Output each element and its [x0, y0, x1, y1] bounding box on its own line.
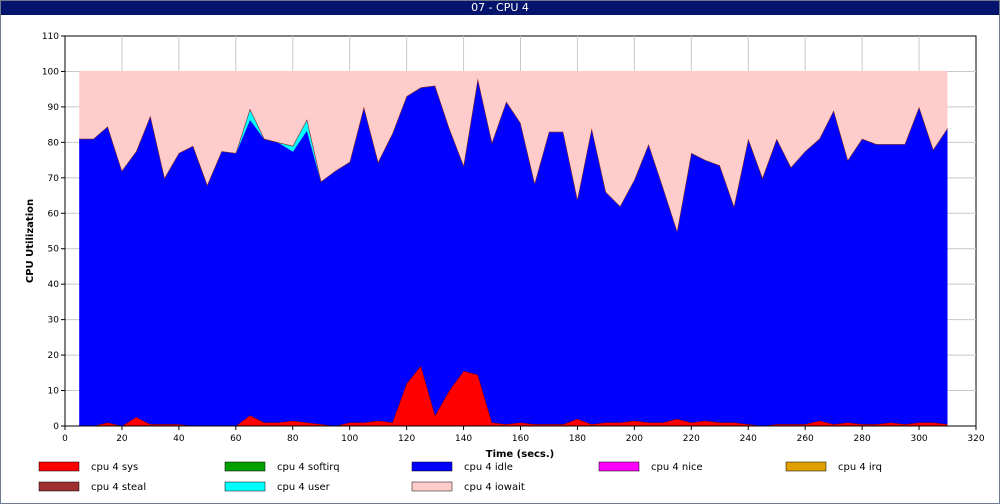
x-axis-label: Time (secs.) — [486, 449, 555, 460]
x-tick-label: 180 — [569, 434, 586, 444]
legend-swatch — [38, 461, 80, 472]
x-tick-label: 240 — [740, 434, 757, 444]
x-tick-label: 20 — [116, 434, 128, 444]
y-axis-label: CPU Utilization — [25, 199, 36, 283]
y-tick-label: 30 — [48, 316, 60, 326]
legend-item-cpu-4-user: cpu 4 user — [224, 481, 331, 493]
x-tick-label: 40 — [173, 434, 185, 444]
legend-label: cpu 4 softirq — [277, 462, 340, 473]
y-tick-label: 20 — [48, 351, 60, 361]
y-tick-label: 100 — [42, 67, 59, 77]
area-cpu-4-idle — [79, 78, 948, 426]
legend-item-cpu-4-irq: cpu 4 irq — [785, 461, 882, 473]
x-tick-label: 260 — [797, 434, 814, 444]
y-tick-label: 0 — [53, 422, 59, 432]
legend-label: cpu 4 user — [277, 482, 331, 493]
y-tick-label: 110 — [42, 32, 59, 42]
legend-swatch — [411, 461, 453, 472]
legend-label: cpu 4 irq — [838, 462, 882, 473]
legend-item-cpu-4-steal: cpu 4 steal — [38, 481, 146, 493]
x-tick-label: 100 — [341, 434, 358, 444]
y-tick-label: 90 — [48, 103, 60, 113]
cpu-utilization-chart: 0 10 20 30 40 50 60 70 80 90 100 110 0 20 40 60 80 100 120… — [25, 32, 985, 493]
x-tick-label: 140 — [455, 434, 472, 444]
stacked-areas — [79, 71, 948, 427]
y-tick-label: 60 — [48, 209, 60, 219]
legend-item-cpu-4-sys: cpu 4 sys — [38, 461, 138, 473]
legend-label: cpu 4 iowait — [464, 482, 525, 493]
x-tick-label: 0 — [62, 434, 68, 444]
x-tick-label: 280 — [854, 434, 871, 444]
legend-item-cpu-4-idle: cpu 4 idle — [411, 461, 513, 473]
x-tick-label: 300 — [910, 434, 927, 444]
legend-label: cpu 4 nice — [651, 462, 703, 473]
x-tick-label: 120 — [398, 434, 415, 444]
legend-swatch — [224, 481, 266, 492]
legend-swatch — [785, 461, 827, 472]
x-tick-label: 160 — [512, 434, 529, 444]
legend-item-cpu-4-softirq: cpu 4 softirq — [224, 461, 340, 473]
legend-swatch — [411, 481, 453, 492]
x-tick-label: 220 — [683, 434, 700, 444]
legend-swatch — [598, 461, 640, 472]
area-cpu-4-iowait — [79, 71, 948, 231]
window-title: 07 - CPU 4 — [1, 1, 999, 15]
x-tick-label: 320 — [967, 434, 984, 444]
y-tick-label: 70 — [48, 174, 60, 184]
legend-swatch — [224, 461, 266, 472]
legend: cpu 4 sys cpu 4 softirq cpu 4 idle cpu 4 ni… — [38, 461, 882, 493]
y-tick-label: 50 — [48, 245, 60, 255]
legend-swatch — [38, 481, 80, 492]
x-tick-label: 80 — [287, 434, 299, 444]
legend-item-cpu-4-nice: cpu 4 nice — [598, 461, 703, 473]
y-tick-label: 40 — [48, 280, 60, 290]
y-tick-label: 10 — [48, 387, 60, 397]
x-tick-label: 200 — [626, 434, 643, 444]
legend-label: cpu 4 steal — [91, 482, 146, 493]
legend-label: cpu 4 sys — [91, 462, 138, 473]
axes: 0 10 20 30 40 50 60 70 80 90 100 110 0 20 40 60 80 100 120… — [42, 32, 985, 444]
legend-item-cpu-4-iowait: cpu 4 iowait — [411, 481, 525, 493]
y-tick-label: 80 — [48, 138, 60, 148]
legend-label: cpu 4 idle — [464, 462, 513, 473]
x-tick-label: 60 — [230, 434, 242, 444]
